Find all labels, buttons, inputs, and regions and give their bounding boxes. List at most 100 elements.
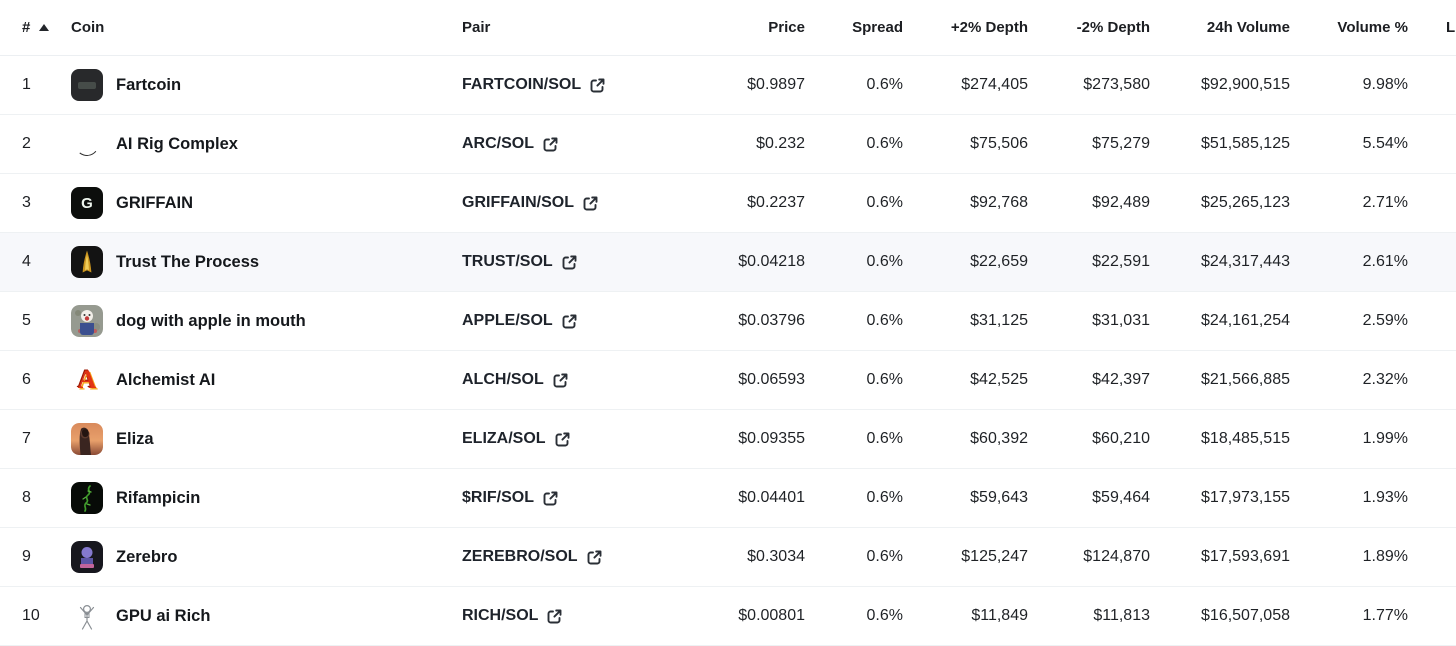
pair-label: $RIF/SOL	[462, 489, 535, 506]
rank: 3	[22, 194, 31, 211]
pair-link[interactable]: GRIFFAIN/SOL	[462, 194, 700, 212]
external-link-icon	[548, 609, 562, 624]
table-row[interactable]: 6 A Alchemist AI ALCH/SOL $0.06593 0.6% …	[0, 351, 1456, 410]
volume-pct: 1.93%	[1362, 489, 1408, 506]
table-row[interactable]: 9 Zerebro ZEREBRO/SOL $0.3034 0.6% $125,…	[0, 528, 1456, 587]
price: $0.00801	[738, 607, 805, 624]
gpu-ai-rich-logo-icon	[71, 600, 103, 632]
col-spread[interactable]: Spread	[852, 19, 903, 36]
coin-cell[interactable]: GPU ai Rich	[71, 600, 462, 632]
plus2-depth: $22,659	[970, 253, 1028, 270]
spread: 0.6%	[866, 253, 903, 270]
external-link-icon	[583, 196, 598, 211]
col-24h-volume[interactable]: 24h Volume	[1206, 19, 1290, 36]
coin-cell[interactable]: Eliza	[71, 423, 462, 455]
pair-link[interactable]: ELIZA/SOL	[462, 430, 700, 448]
coin-cell[interactable]: A Alchemist AI	[71, 364, 462, 396]
alchemist-ai-logo-icon: A	[71, 364, 103, 396]
coin-name: Alchemist AI	[116, 370, 216, 389]
plus2-depth: $59,643	[970, 489, 1028, 506]
table-row[interactable]: 8 Rifampicin $RIF/SOL $0.04401 0.6% $59,…	[0, 469, 1456, 528]
table-row[interactable]: 5 dog with apple in mouth APPLE/SOL $0.0…	[0, 292, 1456, 351]
price: $0.06593	[738, 371, 805, 388]
coin-cell[interactable]: AI Rig Complex	[71, 128, 462, 160]
spread: 0.6%	[866, 371, 903, 388]
pair-link[interactable]: TRUST/SOL	[462, 253, 700, 271]
arc-logo-icon	[71, 128, 103, 160]
col-volume-pct[interactable]: Volume %	[1337, 19, 1408, 36]
spread: 0.6%	[866, 607, 903, 624]
volume-pct: 9.98%	[1362, 76, 1408, 93]
minus2-depth: $11,813	[1093, 607, 1150, 624]
rank: 4	[22, 253, 31, 270]
coin-cell[interactable]: Rifampicin	[71, 482, 462, 514]
volume-pct: 2.59%	[1362, 312, 1408, 329]
minus2-depth: $92,489	[1092, 194, 1150, 211]
table-header: # Coin Pair Price Spread +2% Depth -2% D…	[0, 0, 1456, 56]
volume-24h: $25,265,123	[1201, 194, 1290, 211]
coin-cell[interactable]: Trust The Process	[71, 246, 462, 278]
table-row[interactable]: 4 Trust The Process TRUST/SOL $0.04218 0…	[0, 233, 1456, 292]
volume-24h: $24,317,443	[1201, 253, 1290, 270]
price: $0.03796	[738, 312, 805, 329]
coin-name: Fartcoin	[116, 75, 182, 94]
coin-cell[interactable]: Zerebro	[71, 541, 462, 573]
rank: 7	[22, 430, 31, 447]
pair-link[interactable]: ZEREBRO/SOL	[462, 548, 700, 566]
minus2-depth: $59,464	[1092, 489, 1150, 506]
pair-link[interactable]: $RIF/SOL	[462, 489, 700, 507]
price: $0.2237	[747, 194, 805, 211]
pair-link[interactable]: ARC/SOL	[462, 135, 700, 153]
rank: 8	[22, 489, 31, 506]
pair-link[interactable]: RICH/SOL	[462, 607, 700, 625]
coin-name: dog with apple in mouth	[116, 311, 306, 330]
volume-24h: $16,507,058	[1201, 607, 1290, 624]
col-rank[interactable]: #	[0, 19, 71, 36]
coin-cell[interactable]: G GRIFFAIN	[71, 187, 462, 219]
volume-24h: $17,973,155	[1201, 489, 1290, 506]
pair-label: GRIFFAIN/SOL	[462, 194, 574, 211]
col-liquidity-truncated[interactable]: L	[1446, 19, 1456, 36]
volume-24h: $18,485,515	[1201, 430, 1290, 447]
col-coin[interactable]: Coin	[71, 19, 105, 36]
sort-asc-icon	[39, 24, 50, 31]
pair-label: ZEREBRO/SOL	[462, 548, 578, 565]
minus2-depth: $124,870	[1083, 548, 1150, 565]
volume-pct: 2.71%	[1362, 194, 1408, 211]
pair-link[interactable]: FARTCOIN/SOL	[462, 76, 700, 94]
minus2-depth: $31,031	[1092, 312, 1150, 329]
spread: 0.6%	[866, 430, 903, 447]
table-row[interactable]: 7 Eliza ELIZA/SOL $0.09355 0.6% $60,392 …	[0, 410, 1456, 469]
external-link-icon	[562, 314, 577, 329]
spread: 0.6%	[866, 489, 903, 506]
price: $0.09355	[738, 430, 805, 447]
rank: 1	[22, 76, 31, 93]
fartcoin-logo-icon	[71, 69, 103, 101]
col-pair[interactable]: Pair	[462, 19, 491, 36]
minus2-depth: $22,591	[1092, 253, 1150, 270]
col-plus2-depth[interactable]: +2% Depth	[950, 19, 1028, 36]
external-link-icon	[562, 255, 577, 270]
price: $0.3034	[747, 548, 805, 565]
price: $0.04218	[738, 253, 805, 270]
pair-link[interactable]: ALCH/SOL	[462, 371, 700, 389]
volume-pct: 2.32%	[1362, 371, 1408, 388]
coin-cell[interactable]: dog with apple in mouth	[71, 305, 462, 337]
table-row[interactable]: 3 G GRIFFAIN GRIFFAIN/SOL $0.2237 0.6% $…	[0, 174, 1456, 233]
volume-pct: 1.77%	[1362, 607, 1408, 624]
coin-name: Zerebro	[116, 547, 178, 566]
price: $0.9897	[747, 76, 805, 93]
table-row[interactable]: 2 AI Rig Complex ARC/SOL $0.232 0.6% $75…	[0, 115, 1456, 174]
pair-link[interactable]: APPLE/SOL	[462, 312, 700, 330]
table-row[interactable]: 10 GPU ai Rich RICH/SOL $0.00801 0.6% $1…	[0, 587, 1456, 646]
pair-label: ELIZA/SOL	[462, 430, 546, 447]
coin-name: GPU ai Rich	[116, 606, 211, 625]
col-minus2-depth[interactable]: -2% Depth	[1076, 19, 1150, 36]
rank: 6	[22, 371, 31, 388]
plus2-depth: $31,125	[970, 312, 1028, 329]
table-row[interactable]: 1 Fartcoin FARTCOIN/SOL $0.9897 0.6% $27…	[0, 56, 1456, 115]
coin-cell[interactable]: Fartcoin	[71, 69, 462, 101]
pair-label: FARTCOIN/SOL	[462, 76, 582, 93]
col-price[interactable]: Price	[768, 19, 805, 36]
